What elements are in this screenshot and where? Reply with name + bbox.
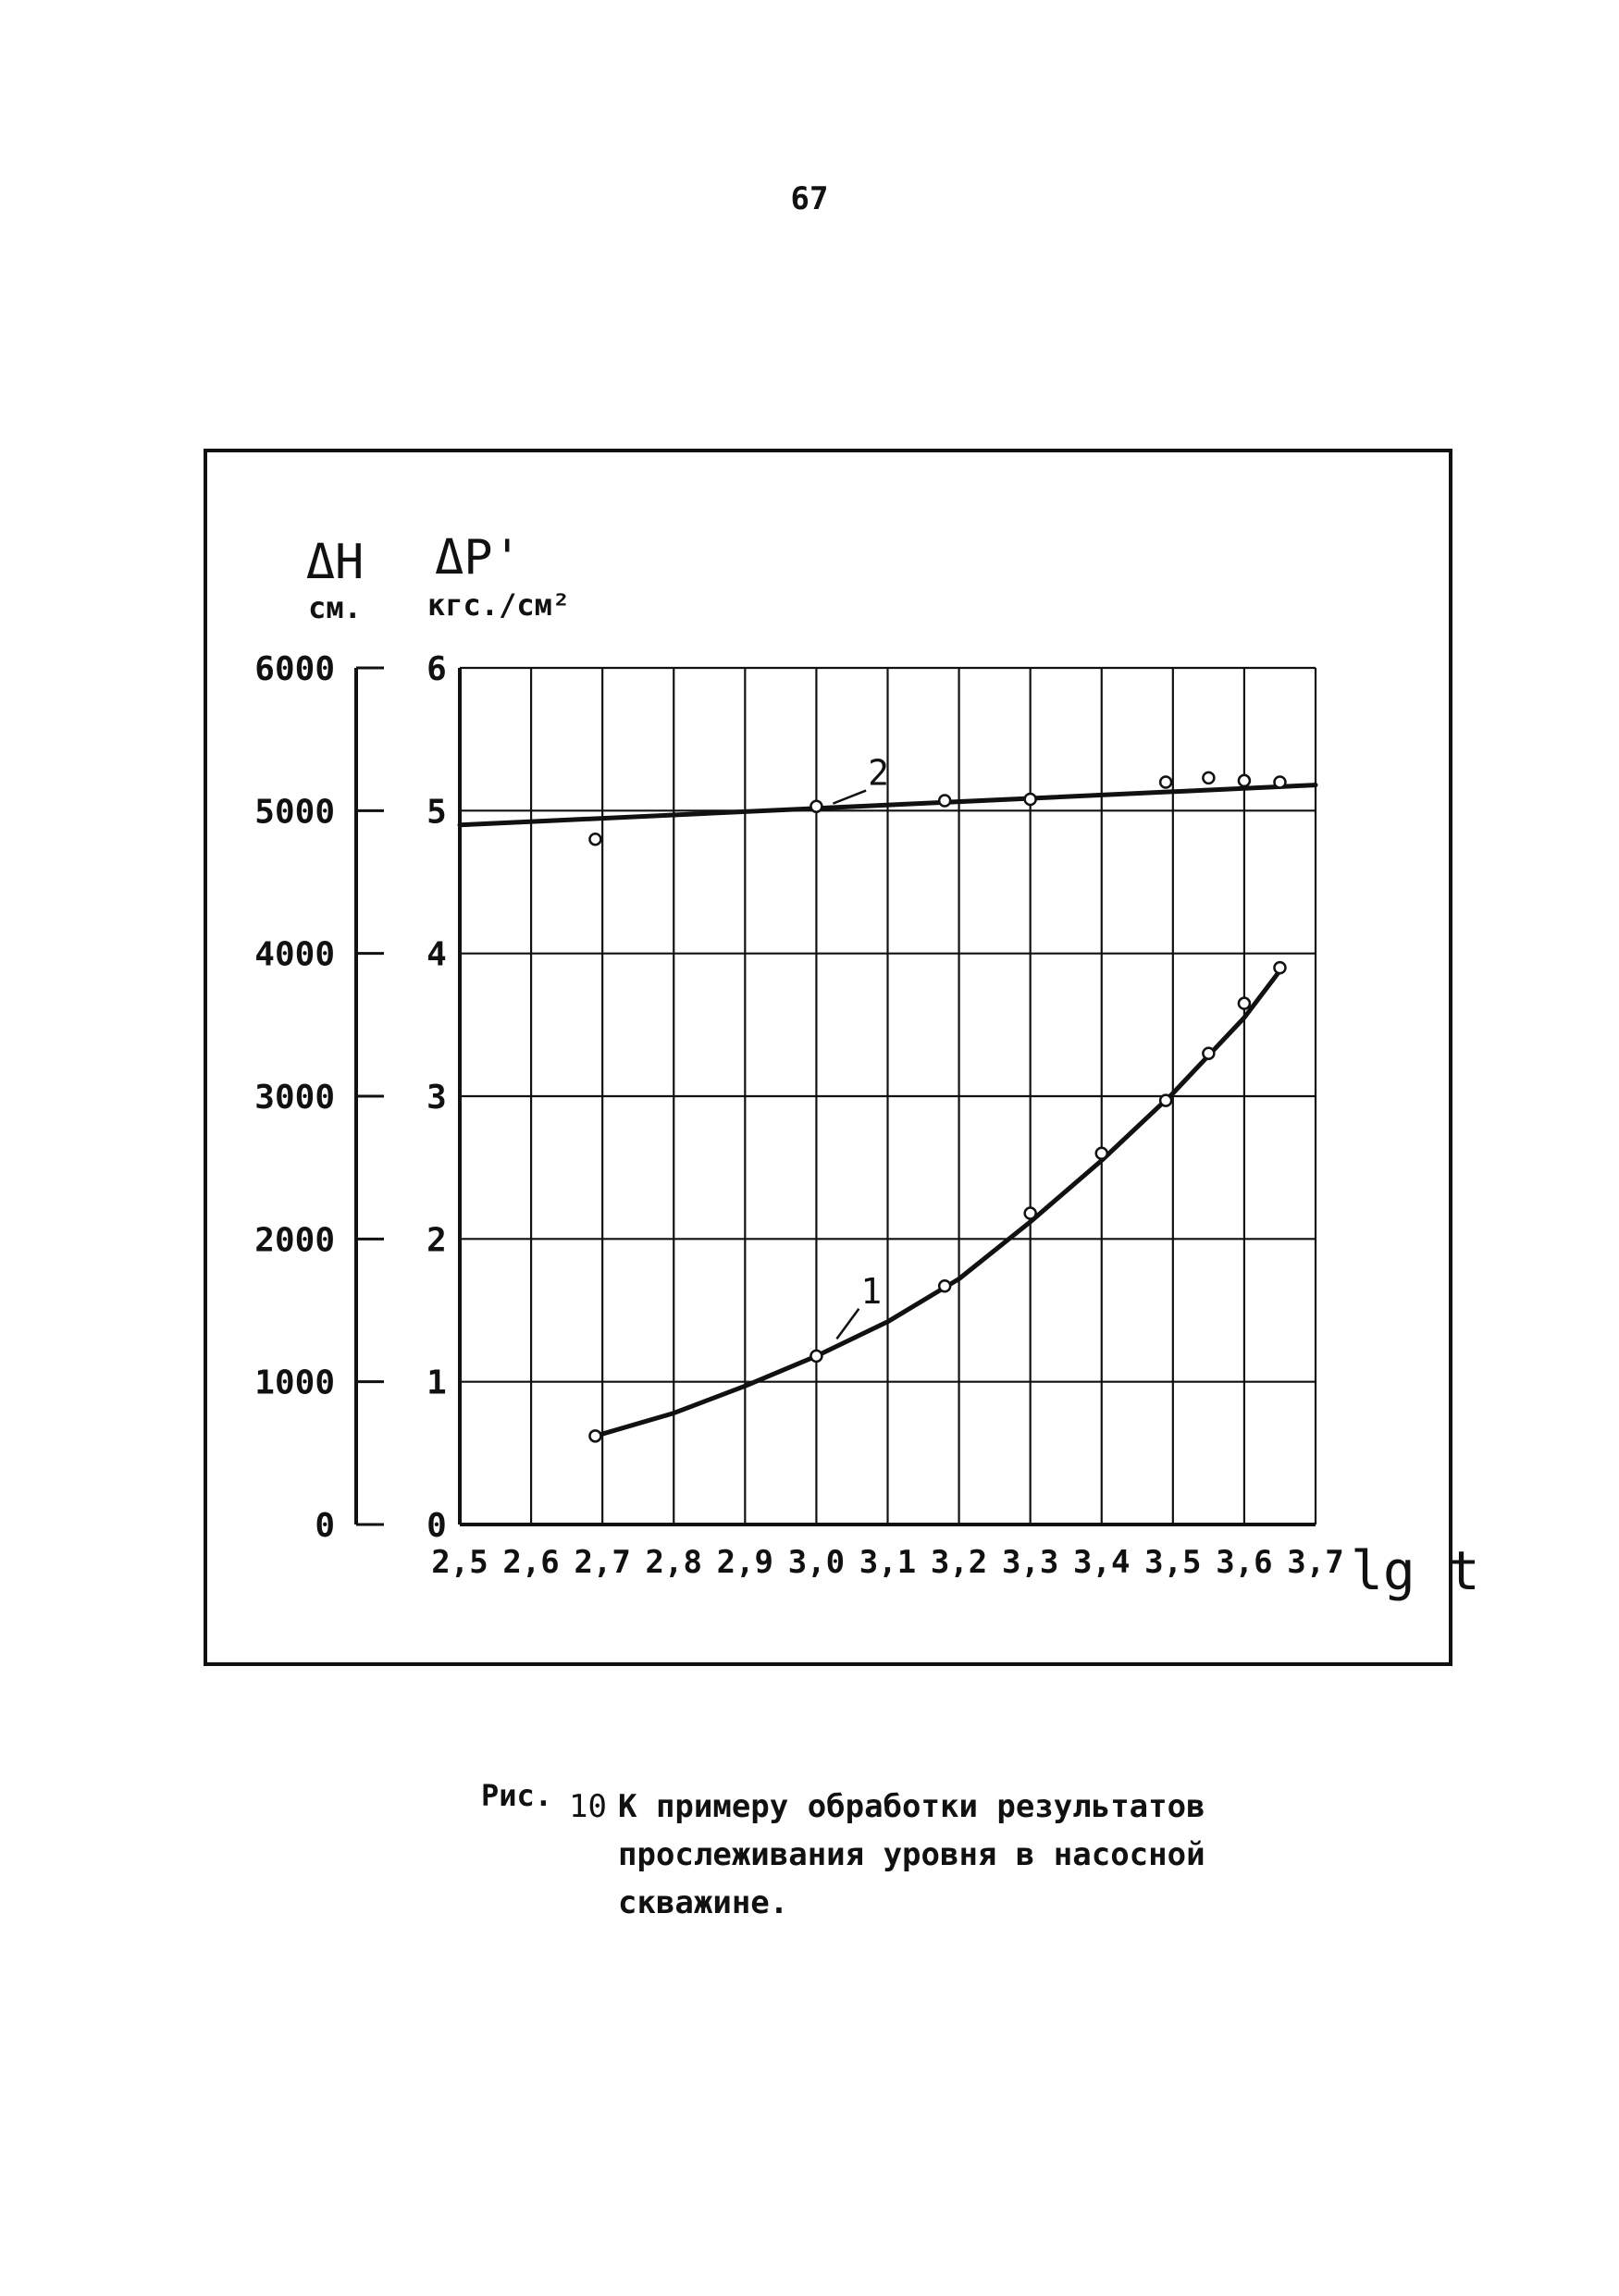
figure-frame <box>204 449 1452 1666</box>
series-2-point <box>1273 775 1287 789</box>
pressure-axis-tick-label: 5 <box>426 793 447 831</box>
left-axis-unit: см. <box>308 590 362 625</box>
series-1-leader <box>835 1308 860 1340</box>
series-1-point <box>937 1279 952 1293</box>
chart-axes <box>354 666 384 1526</box>
x-tick-label: 2,5 <box>431 1544 488 1581</box>
series-1-point <box>1237 996 1252 1010</box>
x-tick-label: 3,7 <box>1287 1544 1343 1581</box>
series-2-point <box>1158 775 1173 789</box>
series-2-point <box>1023 792 1037 807</box>
left-axis-symbol: ΔH <box>306 535 365 590</box>
caption-number: 10 <box>569 1788 607 1825</box>
x-axis-label: lg t <box>1351 1539 1480 1602</box>
left-axis-tick-label: 5000 <box>254 793 335 831</box>
x-tick-label: 3,3 <box>1002 1544 1058 1581</box>
series-1-point <box>588 1429 602 1443</box>
series-1-point <box>1158 1093 1173 1107</box>
series-2-point <box>588 832 602 846</box>
x-tick-label: 2,8 <box>646 1544 702 1581</box>
left-axis-tick-label: 1000 <box>254 1364 335 1402</box>
left-axis-tick-label: 6000 <box>254 650 335 688</box>
series-1-point <box>1273 960 1287 975</box>
series-1-label: 1 <box>860 1271 882 1312</box>
pressure-axis-tick-label: 6 <box>426 650 447 688</box>
series-1-point <box>810 1349 823 1364</box>
pressure-axis-tick-label: 2 <box>426 1221 447 1259</box>
series-1-point <box>1202 1046 1216 1060</box>
right-axis-symbol: ΔP' <box>435 530 522 586</box>
series-2-leader <box>832 789 867 805</box>
series-1-curve <box>593 968 1282 1438</box>
x-tick-label: 2,6 <box>502 1544 559 1581</box>
caption-prefix: Рис. <box>481 1778 553 1813</box>
series-2-point <box>1237 773 1252 788</box>
x-tick-label: 3,2 <box>931 1544 987 1581</box>
chart-grid <box>458 666 1317 1526</box>
figure-chart: 0 1000 2000 3000 4000 5000 6000 0 1 2 3 4 5 6 2,5 2,6 2,… <box>204 449 1480 1666</box>
left-axis-tick-label: 3000 <box>254 1079 335 1117</box>
series-1-point <box>1094 1146 1108 1160</box>
series-2-curve <box>457 783 1318 828</box>
series-2-label: 2 <box>868 753 889 794</box>
x-tick-label: 3,6 <box>1216 1544 1272 1581</box>
left-axis-tick-label: 0 <box>315 1507 335 1545</box>
right-axis-unit: кгс./см² <box>427 587 570 623</box>
left-axis-tick-label: 4000 <box>254 936 335 974</box>
pressure-axis-tick-label: 3 <box>426 1079 447 1117</box>
pressure-axis-tick-label: 0 <box>426 1507 447 1545</box>
pressure-axis-tick-label: 1 <box>426 1364 447 1402</box>
x-tick-label: 3,5 <box>1144 1544 1201 1581</box>
x-tick-label: 3,0 <box>788 1544 845 1581</box>
x-tick-label: 2,7 <box>574 1544 630 1581</box>
chart-labels: 0 1000 2000 3000 4000 5000 6000 0 1 2 3 4 5 6 2,5 2,6 2,… <box>254 530 1479 1602</box>
x-tick-label: 2,9 <box>717 1544 773 1581</box>
left-axis-tick-label: 2000 <box>254 1221 335 1259</box>
caption-text: К примеру обработки результатов прослежи… <box>618 1788 1205 1921</box>
series-2-point <box>810 799 823 813</box>
series-2-point <box>937 794 952 808</box>
series-2-point <box>1202 771 1216 785</box>
x-tick-label: 3,4 <box>1073 1544 1130 1581</box>
x-tick-label: 3,1 <box>859 1544 916 1581</box>
series-1-point <box>1023 1206 1037 1220</box>
page-number: 67 <box>790 180 829 217</box>
pressure-axis-tick-label: 4 <box>426 936 447 974</box>
chart-series <box>457 771 1318 1443</box>
